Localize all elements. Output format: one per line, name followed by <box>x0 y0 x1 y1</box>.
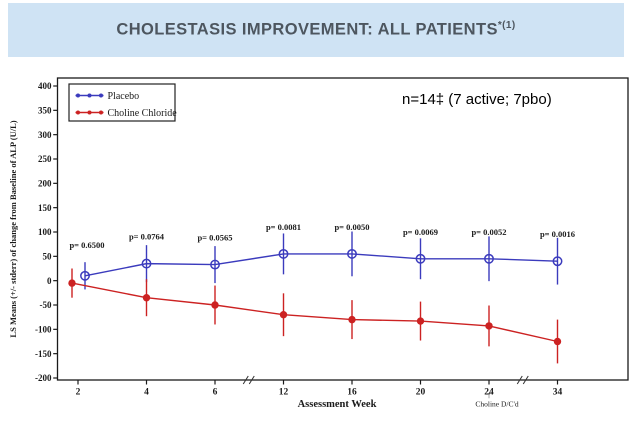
x-tick-label: 24 <box>484 388 494 398</box>
x-tick-label: 4 <box>144 388 149 398</box>
title-superscript: *(1) <box>497 20 516 32</box>
data-point-marker <box>210 259 220 270</box>
break-slash <box>522 375 529 385</box>
y-tick-label: 350 <box>38 106 52 116</box>
break-slash <box>516 375 523 385</box>
p-value-label: p= 0.0764 <box>129 232 165 242</box>
legend-box <box>68 83 176 122</box>
event-annotation: ↑Choline D/C'd <box>475 390 518 409</box>
legend: Placebo Choline Chloride <box>68 83 178 122</box>
page-title-text: CHOLESTASIS IMPROVEMENT: ALL PATIENTS <box>116 20 498 39</box>
event-label: Choline D/C'd <box>475 400 518 409</box>
x-axis: 2 4 6 12 16 20 24 34 <box>76 380 563 398</box>
y-tick-label: 250 <box>38 154 52 164</box>
data-point-marker <box>553 337 562 346</box>
y-tick-label: -100 <box>35 325 52 335</box>
chart-region: 400 350 300 250 200 150 100 50 0 -50 -100 -150 -200 L… <box>0 57 632 417</box>
p-value-label: p= 0.0081 <box>266 222 301 232</box>
y-tick-label: 300 <box>38 130 52 140</box>
y-tick-label: -50 <box>40 300 52 310</box>
data-point-marker <box>416 317 425 325</box>
legend-marker-dot <box>87 110 92 115</box>
data-point-marker <box>279 311 288 319</box>
data-point-marker <box>485 322 493 330</box>
y-axis-title: LS Means (+/- stderr) of change from Bas… <box>8 120 18 337</box>
legend-marker-dot <box>99 110 103 115</box>
plot-frame <box>56 77 629 381</box>
up-arrow-icon: ↑ <box>487 390 492 400</box>
title-banner: CHOLESTASIS IMPROVEMENT: ALL PATIENTS*(1… <box>8 3 624 57</box>
y-tick-label: 50 <box>43 252 53 262</box>
x-tick-label: 20 <box>416 388 426 398</box>
legend-marker-dot <box>87 93 92 98</box>
data-point-marker <box>484 253 494 264</box>
line-chart: 400 350 300 250 200 150 100 50 0 -50 -100 -150 -200 L… <box>8 77 629 410</box>
p-value-label: p= 0.0016 <box>540 229 575 239</box>
data-point-marker <box>68 279 76 287</box>
legend-label: Placebo <box>108 91 140 102</box>
sample-size-annotation: n=14‡ (7 active; 7pbo) <box>402 91 552 108</box>
y-tick-label: 400 <box>38 81 52 91</box>
y-tick-label: 100 <box>38 227 52 237</box>
y-tick-label: 150 <box>38 203 52 213</box>
series-choline-chloride <box>68 268 562 364</box>
y-axis: 400 350 300 250 200 150 100 50 0 -50 -100 -150 -200 <box>35 81 58 383</box>
series-line <box>84 253 558 277</box>
data-point-marker <box>552 256 563 267</box>
x-tick-label: 6 <box>213 388 218 398</box>
x-axis-title: Assessment Week <box>298 399 377 410</box>
page-title: CHOLESTASIS IMPROVEMENT: ALL PATIENTS*(1… <box>116 20 515 40</box>
p-value-label: p= 0.0565 <box>197 233 232 243</box>
x-axis-break <box>516 375 529 385</box>
data-point-marker <box>348 315 356 324</box>
x-tick-label: 16 <box>347 388 357 398</box>
data-point-marker <box>211 301 219 309</box>
data-point-marker <box>80 270 90 281</box>
legend-label: Choline Chloride <box>108 108 178 119</box>
y-tick-label: 200 <box>38 179 52 189</box>
legend-marker-dot <box>99 93 103 98</box>
break-slash <box>242 375 249 385</box>
x-axis-break <box>242 375 255 385</box>
y-tick-label: -200 <box>35 373 52 383</box>
y-tick-label: -150 <box>35 349 52 359</box>
p-value-label: p= 0.0069 <box>403 227 438 237</box>
series-line <box>71 282 558 343</box>
data-point-marker <box>347 248 357 259</box>
break-slash <box>248 375 255 385</box>
y-tick-label: 0 <box>47 276 52 286</box>
p-value-label: p= 0.0050 <box>334 222 369 232</box>
x-tick-label: 34 <box>553 388 563 398</box>
legend-marker-dot <box>76 93 80 98</box>
data-point-marker <box>142 294 151 302</box>
series-placebo <box>80 231 563 290</box>
x-tick-label: 12 <box>279 388 289 398</box>
p-value-label: p= 0.6500 <box>69 240 104 250</box>
legend-marker-dot <box>76 110 80 115</box>
p-value-labels: p= 0.6500 p= 0.0764 p= 0.0565 p= 0.0081 p= 0… <box>69 222 575 250</box>
p-value-label: p= 0.0052 <box>471 227 506 237</box>
legend-item-placebo: Placebo <box>75 91 140 102</box>
data-point-marker <box>278 248 289 259</box>
data-point-marker <box>415 253 426 264</box>
legend-item-choline-chloride: Choline Chloride <box>75 108 178 119</box>
data-point-marker <box>141 258 152 269</box>
x-tick-label: 2 <box>76 388 81 398</box>
